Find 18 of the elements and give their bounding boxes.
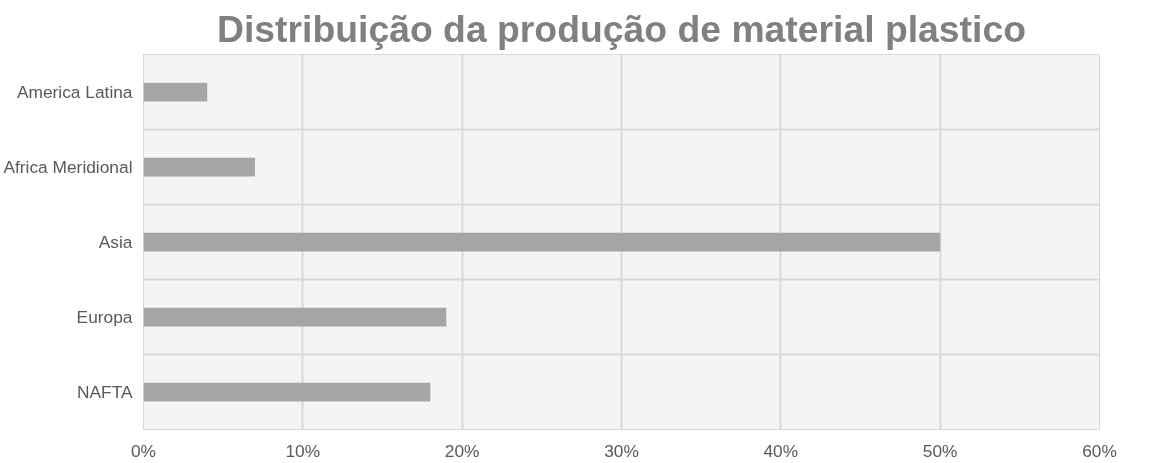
y-tick-label: NAFTA — [76, 382, 133, 402]
y-tick-label: Europa — [76, 307, 133, 327]
x-tick-label: 30% — [604, 440, 639, 461]
y-tick-label: Africa Meridional — [3, 157, 133, 177]
chart-title: Distribuição da produção de material plastico — [217, 7, 1026, 50]
x-tick-label: 20% — [444, 440, 480, 461]
bar — [143, 82, 208, 102]
y-tick-label: Asia — [98, 232, 133, 252]
bar — [143, 157, 256, 177]
bar — [143, 307, 447, 327]
x-tick-label: 60% — [1082, 440, 1117, 461]
y-tick-label: America Latina — [16, 82, 133, 102]
x-tick-label: 50% — [922, 440, 958, 461]
bar — [143, 382, 431, 402]
bar — [143, 232, 941, 252]
x-tick-label: 10% — [285, 440, 321, 461]
x-tick-label: 0% — [130, 440, 157, 461]
x-tick-label: 40% — [763, 440, 799, 461]
